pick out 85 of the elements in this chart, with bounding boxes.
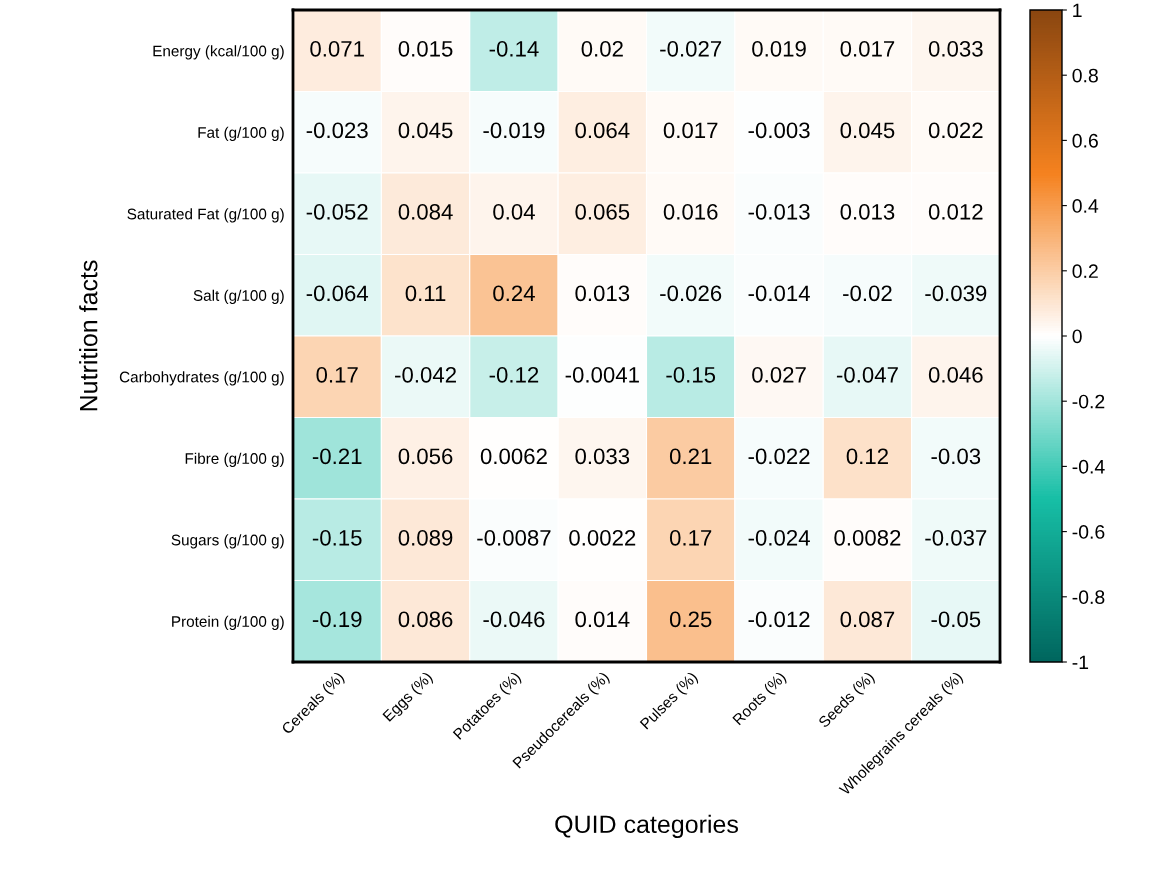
data-label: -0.052 <box>306 203 368 220</box>
data-label: 0.02 <box>581 40 623 57</box>
y-tick-label: Salt (g/100 g) <box>193 289 284 304</box>
data-label: -0.064 <box>306 285 369 302</box>
data-label: -0.03 <box>931 448 981 465</box>
data-label: 0.064 <box>575 122 630 139</box>
data-label: 0.11 <box>405 285 446 302</box>
data-label: -0.013 <box>748 203 810 220</box>
data-label: 0.022 <box>928 122 983 139</box>
data-label: -0.014 <box>748 285 810 302</box>
y-tick-label: Carbohydrates (g/100 g) <box>119 371 284 386</box>
data-label: 0.015 <box>398 40 453 57</box>
data-label: -0.024 <box>748 529 810 546</box>
data-label: -0.022 <box>748 448 810 465</box>
y-tick-label: Fibre (g/100 g) <box>185 452 284 467</box>
color-bar-label: -0.8 <box>1072 590 1105 605</box>
y-tick-label: Saturated Fat (g/100 g) <box>127 208 284 223</box>
data-label: 0.04 <box>493 203 535 220</box>
data-label: 0.0062 <box>480 448 547 465</box>
data-label: 0.014 <box>575 611 630 628</box>
data-label: 0.017 <box>840 40 895 57</box>
data-label: 0.071 <box>310 40 364 57</box>
data-label: -0.027 <box>660 40 722 57</box>
y-tick-label: Energy (kcal/100 g) <box>153 45 284 60</box>
data-label: 0.027 <box>752 366 806 383</box>
color-bar-label: -0.4 <box>1072 459 1105 474</box>
data-label: 0.17 <box>316 366 358 383</box>
data-label: -0.026 <box>660 285 722 302</box>
color-bar-label: 0.4 <box>1072 199 1099 213</box>
data-label: -0.047 <box>836 366 898 383</box>
data-label: -0.14 <box>489 40 539 57</box>
data-label: 0.17 <box>669 529 712 546</box>
data-label: 0.033 <box>575 448 630 465</box>
data-label: 0.019 <box>752 40 806 57</box>
color-bar-label: 0.8 <box>1072 68 1098 83</box>
data-label: 0.084 <box>398 203 453 220</box>
data-label: -0.0041 <box>565 366 639 383</box>
data-label: -0.012 <box>748 611 810 628</box>
data-label: 0.089 <box>398 529 453 546</box>
data-label: 0.012 <box>928 203 983 220</box>
data-label: 0.045 <box>840 122 895 139</box>
data-label: -0.003 <box>748 122 810 139</box>
data-label: -0.039 <box>925 285 987 302</box>
data-label: -0.15 <box>312 529 362 546</box>
color-bar-label: -1 <box>1072 655 1089 670</box>
data-label: 0.046 <box>928 366 983 383</box>
data-label: 0.25 <box>669 611 712 628</box>
data-label: -0.19 <box>312 611 362 628</box>
data-label: -0.042 <box>395 366 456 383</box>
data-label: 0.013 <box>575 285 630 302</box>
data-label: -0.21 <box>312 448 362 465</box>
data-label: 0.017 <box>663 122 718 139</box>
data-label: -0.15 <box>666 366 716 383</box>
data-label: -0.046 <box>483 611 545 628</box>
data-label: 0.0082 <box>834 529 901 546</box>
color-bar-label: 0.2 <box>1072 264 1098 279</box>
data-label: 0.065 <box>575 203 630 220</box>
data-label: 0.086 <box>398 611 453 628</box>
y-tick-label: Fat (g/100 g) <box>198 126 284 141</box>
data-label: 0.013 <box>840 203 895 220</box>
data-label: -0.037 <box>925 529 987 546</box>
y-tick-label: Protein (g/100 g) <box>172 615 284 630</box>
data-label: 0.087 <box>840 611 895 628</box>
x-axis-title: QUID categories <box>555 814 738 839</box>
data-label: 0.12 <box>846 448 888 465</box>
y-tick-label: Sugars (g/100 g) <box>171 534 284 549</box>
color-bar-label: 0 <box>1072 329 1082 344</box>
color-bar-label: 1 <box>1073 3 1082 18</box>
data-label: -0.023 <box>306 122 368 139</box>
data-label: 0.016 <box>663 203 718 220</box>
data-label: 0.045 <box>398 122 453 139</box>
data-label: 0.033 <box>928 40 983 57</box>
data-label: 0.24 <box>493 285 535 302</box>
data-label: -0.12 <box>489 366 539 383</box>
data-label: -0.019 <box>483 122 545 139</box>
color-bar-label: 0.6 <box>1072 133 1098 148</box>
data-label: -0.02 <box>843 285 892 302</box>
y-axis-title: Nutrition facts <box>79 260 98 411</box>
data-label: -0.0087 <box>477 529 551 546</box>
data-label: -0.05 <box>931 611 981 628</box>
data-label: 0.0022 <box>569 529 636 546</box>
color-bar-label: -0.6 <box>1072 525 1105 539</box>
color-bar-label: -0.2 <box>1072 394 1105 409</box>
data-label: 0.21 <box>669 448 712 465</box>
data-label: 0.056 <box>398 448 453 465</box>
